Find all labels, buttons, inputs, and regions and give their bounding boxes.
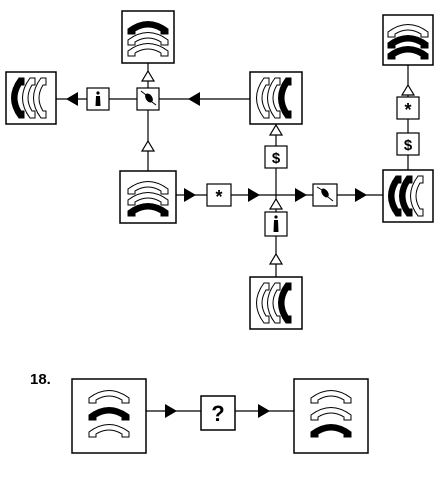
- question-mark: ?: [211, 401, 224, 426]
- pen-operator-box-right: [312, 183, 338, 207]
- info-operator-box-center: [264, 211, 288, 237]
- box-mid-right: [249, 71, 303, 125]
- question-input-box: [71, 378, 147, 454]
- box-center-left: [119, 170, 177, 224]
- dollar-operator-box-right: $: [396, 132, 420, 156]
- star-label: *: [215, 187, 222, 207]
- unknown-operator-box[interactable]: ?: [200, 395, 236, 431]
- box-top-right: [382, 14, 434, 66]
- question-output-box: [293, 378, 369, 454]
- box-left: [5, 71, 57, 125]
- box-top: [121, 10, 175, 64]
- pen-operator-box: [136, 87, 160, 111]
- box-right: [382, 169, 434, 223]
- info-operator-box: [86, 87, 110, 111]
- question-number: 18.: [30, 371, 51, 388]
- dollar-operator-box-center: $: [264, 145, 288, 169]
- filled-arrowheads: [66, 92, 367, 418]
- info-icon: [96, 91, 100, 95]
- info-icon: [274, 215, 278, 219]
- star-label: *: [404, 100, 411, 120]
- dollar-label: $: [404, 137, 413, 154]
- dollar-label: $: [272, 150, 281, 167]
- star-operator-box-right: *: [396, 96, 420, 120]
- pen-icon: [316, 186, 334, 202]
- box-bottom: [249, 276, 303, 330]
- pen-icon: [140, 90, 157, 106]
- star-operator-box-center: *: [206, 183, 232, 207]
